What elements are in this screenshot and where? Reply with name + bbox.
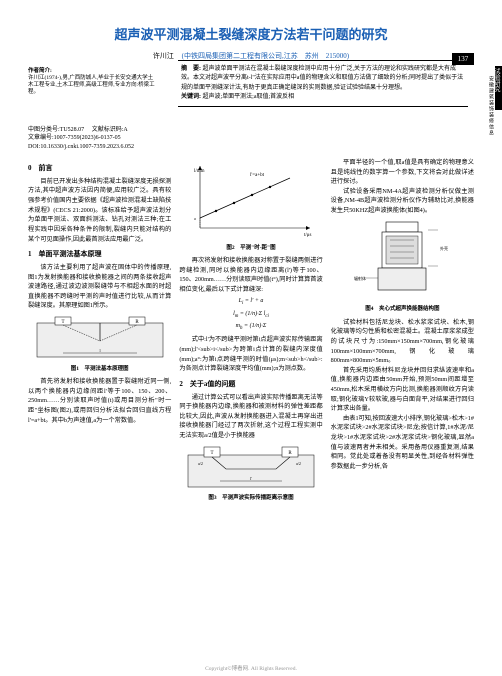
abstract-label: 摘 要: <box>181 66 201 72</box>
svg-text:T: T <box>61 320 64 325</box>
c3-p3: 试验材料包括尼龙块、松水浆浆试块、松木,钢化玻璃等均匀性质和松密混凝土。混凝土厚… <box>331 318 474 366</box>
article-num: 文章编号:1007-7359(2023)6-0137-05 <box>28 135 121 141</box>
page-number: 137 <box>452 53 474 65</box>
svg-text:t/μs: t/μs <box>304 233 311 238</box>
c2-p1: 再次将发射和接收换能器对称置于裂缝两侧进行跨缝检测,同时以换能器内边缘距离(l'… <box>179 256 322 294</box>
svg-text:辐射体: 辐射体 <box>354 275 366 281</box>
paper-title: 超声波平测混凝土裂缝深度方法若干问题的研究 <box>28 24 474 43</box>
s2-p1: 通过计算公式可以看出声波实际传播距离无法等同于换能器内边缘,换能器和被测材料的弹… <box>179 393 322 441</box>
svg-text:外壳: 外壳 <box>440 245 448 251</box>
svg-text:l'=a+bt: l'=a+bt <box>250 173 265 178</box>
content-columns: 0 前言 目前已开发出多种结构混凝土裂缝深度无损探测方法,其中超声波方法因内简便… <box>28 158 474 507</box>
bio-heading: 作者简介: <box>28 68 52 74</box>
classification: 中图分类号:TU528.07 文献标识码:A 文章编号:1007-7359(20… <box>28 126 178 151</box>
keywords-label: 关键词: <box>181 94 201 100</box>
section-1-title: 1 单面平测法基本原理 <box>28 249 171 260</box>
formula-2: lm = (1/n)·Σ lci <box>179 310 322 321</box>
author-affiliation[interactable]: (中铁四局集团第二工程有限公司,江苏 苏州 215000) <box>182 52 349 60</box>
c2-p2: 式中:l'为不跨缝平测时第i点超声波实际传输距离(mm);l'<sub>i</s… <box>179 335 322 373</box>
keywords-text: 超声波;单面平测法;a取值;首波反相 <box>203 94 295 100</box>
author-name: 许川江 <box>153 52 174 60</box>
tab-subtitle: 安徽建筑装饰装修信息 <box>487 76 494 136</box>
column-2: l/mm t/μs a l'=a+bt 图2 平测"时-距"图 再次将发射和接收… <box>179 158 322 507</box>
bio-text: 许川江(1974-),男,广西防城人,毕业于长安交通大学土木工程专业,土木工程师… <box>28 75 155 95</box>
section-2-title: 2 关于a值的问题 <box>179 379 322 390</box>
s1-p1: 该方法主要利用了超声波在固体中的传播原理,图1为发射换能器和接收换能器之间的两条… <box>28 263 171 311</box>
s0-p1: 目前已开发出多种结构混凝土裂缝深度无损探测方法,其中超声波方法因内简便,应用较广… <box>28 177 171 244</box>
doi: DOI:10.16330/j.cnki.1007-7359.2023.6.052 <box>28 144 134 150</box>
figure-2: l/mm t/μs a l'=a+bt 图2 平测"时-距"图 <box>179 162 322 252</box>
formula-1: Li = l' + a <box>179 297 322 308</box>
side-tab: 试验研究 安徽建筑装饰装修信息 <box>486 66 502 156</box>
s1-p2: 首先将发射和接收换能器置于裂缝附近同一侧,以两个换能器内边缘间距l'等于100、… <box>28 377 171 425</box>
svg-text:T: T <box>210 451 213 456</box>
copyright-notice: Copyright©博看网. All Rights Reserved. <box>0 664 502 672</box>
svg-text:l': l' <box>250 476 252 481</box>
column-1: 0 前言 目前已开发出多种结构混凝土裂缝深度无损探测方法,其中超声波方法因内简便… <box>28 158 171 507</box>
fig4-caption: 图4 夹心式超声换能器结构图 <box>331 305 474 314</box>
author-bio: 作者简介: 许川江(1974-),男,广西防城人,毕业于长安交通大学土木工程专业… <box>28 68 158 97</box>
c3-p2: 试验设备采用NM-4A超声波检测分析仪做主测设备,NM-4B超声波检测分析仪作为… <box>331 187 474 216</box>
c3-p4: 首先采用均质材料尼龙块并回归求纵波速率和a值,换能器内边距由50mm开始,预测5… <box>331 366 474 414</box>
fig1-caption: 图1 平测法基本原理图 <box>28 365 171 374</box>
title-link[interactable]: 超声波平测混凝土裂缝深度方法若干问题的研究 <box>114 27 387 42</box>
class-num: 中图分类号:TU528.07 <box>28 127 84 133</box>
svg-text:a/2: a/2 <box>198 461 203 466</box>
svg-text:a: a <box>194 216 196 221</box>
fig3-caption: 图3 平测声波实际传播距离示意图 <box>179 494 322 503</box>
abstract-text: 超声波单面平测法在混凝土裂缝深度检测中应用十分广泛,关于方法的理论和实践研究都是… <box>181 66 463 91</box>
figure-4: 外壳 辐射体 图4 夹心式超声换能器结构图 <box>331 220 474 314</box>
doc-code: 文献标识码:A <box>92 127 128 133</box>
figure-3: T R l' a/2 a/2 图3 平测声波实际传播距离示意图 <box>179 445 322 503</box>
svg-text:a/2: a/2 <box>296 461 301 466</box>
abstract-box: 摘 要: 超声波单面平测法在混凝土裂缝深度检测中应用十分广泛,关于方法的理论和实… <box>178 60 468 107</box>
c3-p5: 由表1可知,按回波速大小排序,钢化玻璃>松木>1#水泥浆试块>2#水泥浆试块>尼… <box>331 414 474 472</box>
formula-3: mh = (1/n)·Σ <box>179 322 322 333</box>
section-0-title: 0 前言 <box>28 163 171 174</box>
figure-1: T R l 图1 平测法基本原理图 <box>28 315 171 373</box>
fig2-caption: 图2 平测"时-距"图 <box>179 244 322 253</box>
svg-text:l/mm: l/mm <box>194 169 205 174</box>
column-3: 平面半径的一个值,取a值是具有确定的物理意义且是纯线性的数字算一个参数,下文将会… <box>331 158 474 507</box>
c3-p1: 平面半径的一个值,取a值是具有确定的物理意义且是纯线性的数字算一个参数,下文将会… <box>331 158 474 187</box>
